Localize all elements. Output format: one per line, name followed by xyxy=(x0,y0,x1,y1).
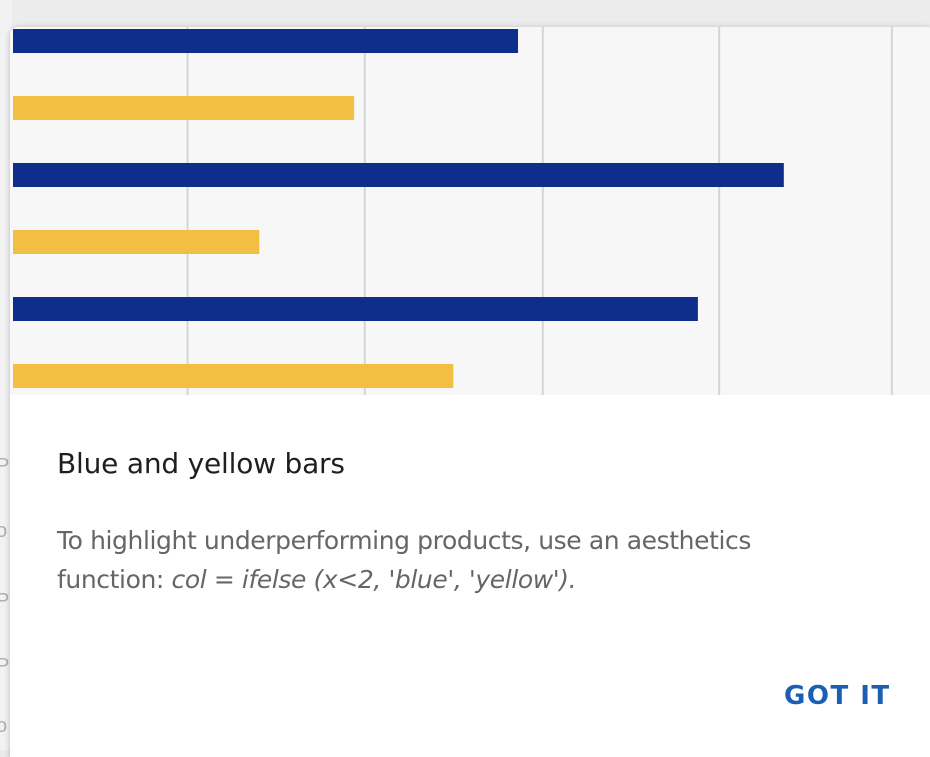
chart-bar-blue xyxy=(13,297,698,321)
chart-bar-blue xyxy=(13,163,784,187)
backdrop-char: P xyxy=(0,655,10,677)
chart-bar-yellow xyxy=(13,364,454,388)
backdrop-list-edge: P o P P o xyxy=(0,0,12,750)
tip-dialog: Blue and yellow bars To highlight underp… xyxy=(10,27,930,757)
dialog-body-text: To highlight underperforming products, u… xyxy=(57,526,752,594)
chart-bar-yellow xyxy=(13,96,355,120)
dialog-title: Blue and yellow bars xyxy=(57,447,345,480)
chart-bar-yellow xyxy=(13,230,260,254)
backdrop-char: o xyxy=(0,520,8,542)
dialog-body-code: col = ifelse (x<2, 'blue', 'yellow'). xyxy=(171,565,577,594)
backdrop-char: P xyxy=(0,590,10,612)
got-it-button[interactable]: GOT IT xyxy=(772,677,903,715)
dialog-body: To highlight underperforming products, u… xyxy=(57,521,837,599)
chart-illustration xyxy=(10,27,930,395)
chart-bar-blue xyxy=(13,29,519,53)
backdrop-char: o xyxy=(0,715,8,737)
backdrop-char: P xyxy=(0,455,10,477)
bar-chart xyxy=(10,27,930,395)
